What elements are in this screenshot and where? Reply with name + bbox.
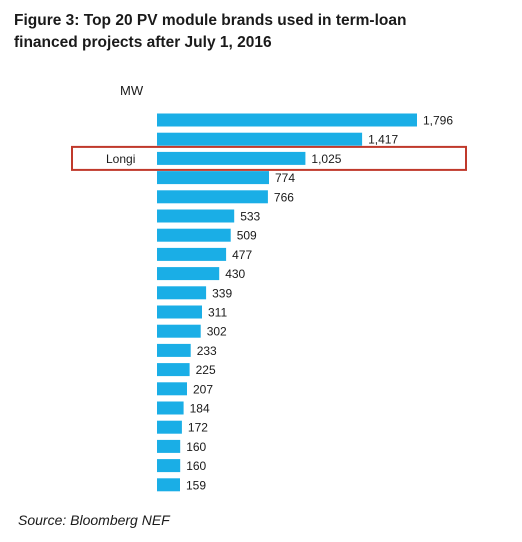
data-label-11: 311 [208, 306, 227, 320]
bar-10 [157, 286, 207, 300]
bar-17 [157, 420, 182, 434]
data-label-6: 533 [240, 210, 260, 224]
bar-13 [157, 343, 191, 357]
data-label-19: 160 [186, 459, 206, 473]
bar-12 [157, 324, 201, 338]
bar-18 [157, 439, 181, 453]
data-label-15: 207 [193, 382, 213, 396]
bar-14 [157, 363, 190, 377]
bar-3 [157, 151, 306, 165]
data-label-16: 184 [190, 402, 210, 416]
data-label-7: 509 [237, 229, 257, 243]
bar-9 [157, 267, 220, 281]
bar-1 [157, 113, 417, 127]
data-label-12: 302 [207, 325, 227, 339]
data-label-5: 766 [274, 190, 294, 204]
data-label-14: 225 [196, 363, 216, 377]
data-label-9: 430 [225, 267, 245, 281]
bar-11 [157, 305, 202, 319]
bar-20 [157, 478, 180, 492]
chart-title: Figure 3: Top 20 PV module brands used i… [14, 10, 514, 54]
category-label-longi: Longi [106, 152, 135, 166]
bar-16 [157, 401, 184, 415]
data-label-18: 160 [186, 440, 206, 454]
data-label-20: 159 [186, 478, 206, 492]
data-label-17: 172 [188, 421, 208, 435]
bar-2 [157, 132, 363, 146]
data-label-2: 1,417 [368, 133, 398, 147]
data-label-4: 774 [275, 171, 295, 185]
data-label-8: 477 [232, 248, 252, 262]
bar-4 [157, 171, 269, 185]
bar-5 [157, 190, 268, 204]
source-note: Source: Bloomberg NEF [18, 512, 170, 528]
bar-6 [157, 209, 235, 223]
chart-title-line-2: financed projects after July 1, 2016 [14, 34, 272, 51]
unit-label: MW [120, 83, 144, 98]
data-label-13: 233 [197, 344, 217, 358]
bar-15 [157, 382, 187, 396]
bar-19 [157, 459, 181, 473]
bar-7 [157, 228, 231, 242]
bar-8 [157, 247, 227, 261]
data-label-1: 1,796 [423, 114, 453, 128]
data-label-10: 339 [212, 286, 232, 300]
data-label-3: 1,025 [311, 152, 341, 166]
chart-title-line-1: Figure 3: Top 20 PV module brands used i… [14, 12, 407, 29]
highlight-box [71, 145, 467, 171]
